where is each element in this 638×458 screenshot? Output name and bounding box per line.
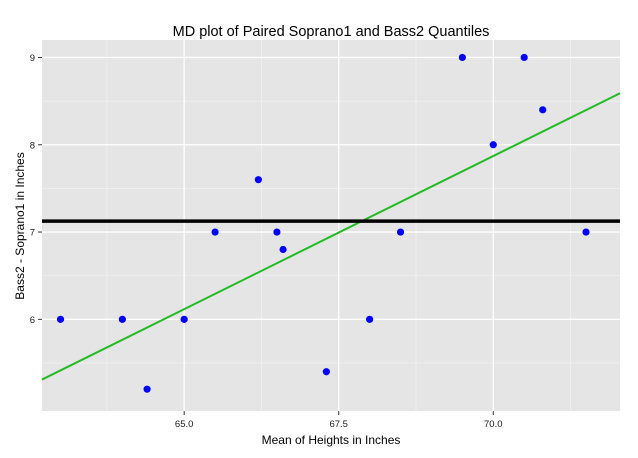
y-tick-label: 8	[30, 140, 35, 151]
chart-title: MD plot of Paired Soprano1 and Bass2 Qua…	[173, 24, 490, 40]
data-point	[56, 315, 65, 323]
data-point	[458, 53, 466, 62]
data-point	[322, 368, 330, 376]
axis-ticks: 65.0 67.5 70.0 6 7 8 9	[30, 53, 503, 430]
y-tick-label: 6	[30, 315, 35, 326]
reference-lines	[41, 92, 621, 381]
data-point	[366, 315, 374, 323]
x-tick-label: 67.5	[329, 419, 348, 430]
data-point	[143, 385, 151, 393]
y-axis-title: Bass2 - Soprano1 in Inches	[13, 152, 27, 299]
regression-line	[41, 92, 621, 381]
data-point	[582, 228, 590, 236]
data-point	[489, 141, 497, 149]
y-tick-label: 9	[30, 53, 35, 64]
data-point	[254, 176, 262, 184]
y-tick-label: 7	[30, 228, 35, 239]
minor-gridlines	[42, 40, 620, 411]
data-point	[180, 315, 188, 323]
plot-panel	[42, 40, 620, 411]
data-point	[211, 228, 219, 236]
data-point	[279, 245, 287, 254]
data-point	[396, 228, 405, 236]
x-axis-title: Mean of Heights in Inches	[262, 433, 401, 447]
x-tick-label: 65.0	[175, 419, 194, 430]
data-point	[273, 228, 281, 236]
scatter-points	[56, 53, 590, 393]
data-point	[118, 315, 126, 323]
data-point	[520, 53, 528, 62]
data-point	[539, 106, 547, 114]
x-tick-label: 70.0	[484, 419, 503, 430]
